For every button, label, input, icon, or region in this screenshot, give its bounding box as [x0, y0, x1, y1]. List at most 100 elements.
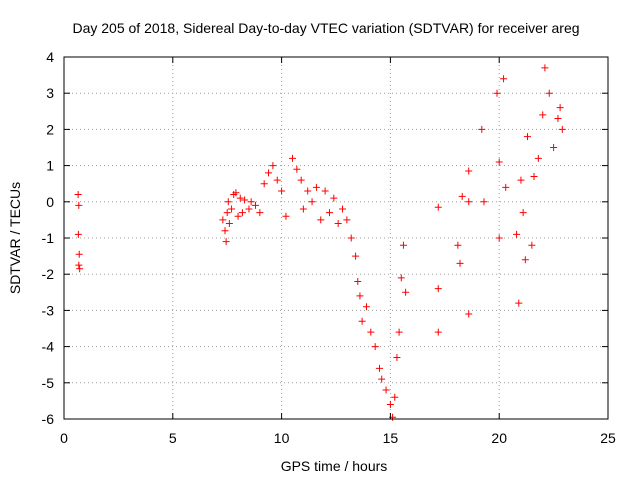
data-point: [399, 241, 407, 249]
data-point: [354, 277, 362, 285]
data-point: [251, 201, 259, 209]
y-tick-label: 0: [46, 194, 54, 210]
data-point: [502, 183, 510, 191]
data-point: [434, 285, 442, 293]
data-point: [376, 364, 384, 372]
x-tick-label: 5: [169, 430, 177, 446]
y-tick-label: 2: [46, 121, 54, 137]
data-point: [241, 196, 249, 204]
data-point: [221, 227, 229, 235]
data-point: [224, 198, 232, 206]
x-axis-label: GPS time / hours: [281, 458, 388, 474]
data-point: [308, 198, 316, 206]
y-tick-label: 1: [46, 158, 54, 174]
data-point: [339, 205, 347, 213]
data-point: [556, 104, 564, 112]
data-point: [539, 111, 547, 119]
data-point: [225, 220, 233, 228]
data-point: [378, 375, 386, 383]
data-point: [265, 169, 273, 177]
data-point: [478, 125, 486, 133]
data-point: [245, 205, 253, 213]
data-point: [500, 75, 508, 83]
data-point: [278, 187, 286, 195]
data-point: [222, 238, 230, 246]
data-point: [234, 212, 242, 220]
data-point: [454, 241, 462, 249]
data-point: [528, 241, 536, 249]
x-tick-label: 15: [383, 430, 399, 446]
data-point: [74, 191, 82, 199]
data-point: [343, 216, 351, 224]
data-point: [402, 288, 410, 296]
y-tick-label: 3: [46, 85, 54, 101]
data-point: [519, 209, 527, 217]
data-point: [334, 220, 342, 228]
y-tick-label: -3: [42, 302, 55, 318]
data-point: [269, 162, 277, 170]
data-point: [282, 212, 290, 220]
y-tick-label: -2: [42, 266, 55, 282]
x-tick-label: 0: [60, 430, 68, 446]
data-point: [236, 194, 244, 202]
data-point: [238, 209, 246, 217]
data-point: [362, 303, 370, 311]
data-point: [523, 133, 531, 141]
data-point: [232, 189, 240, 197]
data-point: [493, 89, 501, 97]
data-point: [456, 259, 464, 267]
data-point: [495, 158, 503, 166]
data-point: [347, 234, 355, 242]
data-point: [465, 167, 473, 175]
data-point: [304, 187, 312, 195]
data-point: [325, 209, 333, 217]
data-point: [534, 154, 542, 162]
data-point: [395, 328, 403, 336]
data-point: [260, 180, 268, 188]
data-point: [75, 261, 83, 269]
data-point: [434, 328, 442, 336]
data-point: [480, 198, 488, 206]
data-point: [297, 176, 305, 184]
data-point: [256, 209, 264, 217]
x-tick-label: 20: [491, 430, 507, 446]
data-point: [530, 172, 538, 180]
data-point: [75, 250, 83, 258]
y-tick-label: -5: [42, 375, 55, 391]
data-point: [247, 198, 255, 206]
data-point: [545, 89, 553, 97]
data-point: [273, 176, 281, 184]
data-point: [465, 310, 473, 318]
data-point: [358, 317, 366, 325]
data-point: [352, 252, 360, 260]
data-point: [312, 183, 320, 191]
data-point: [397, 274, 405, 282]
data-point: [74, 230, 82, 238]
data-point: [550, 144, 558, 151]
y-tick-label: -4: [42, 339, 55, 355]
y-tick-label: -6: [42, 411, 55, 427]
data-point: [517, 176, 525, 184]
data-point: [371, 343, 379, 351]
y-tick-label: 4: [46, 49, 54, 65]
x-tick-label: 10: [274, 430, 290, 446]
data-point: [288, 154, 296, 162]
data-point: [386, 401, 394, 409]
data-point: [367, 328, 375, 336]
x-tick-label: 25: [600, 430, 616, 446]
data-point: [393, 353, 401, 361]
data-point: [513, 230, 521, 238]
data-point: [521, 256, 529, 264]
data-point: [321, 187, 329, 195]
data-point: [434, 203, 442, 211]
data-point: [223, 209, 231, 217]
data-point: [458, 192, 466, 200]
y-tick-label: -1: [42, 230, 55, 246]
data-point: [391, 393, 399, 401]
y-axis-label: SDTVAR / TECUs: [7, 182, 23, 294]
data-point: [219, 216, 227, 224]
data-point: [382, 386, 390, 394]
data-point: [330, 194, 338, 202]
data-point: [228, 205, 236, 213]
data-point: [76, 265, 84, 273]
